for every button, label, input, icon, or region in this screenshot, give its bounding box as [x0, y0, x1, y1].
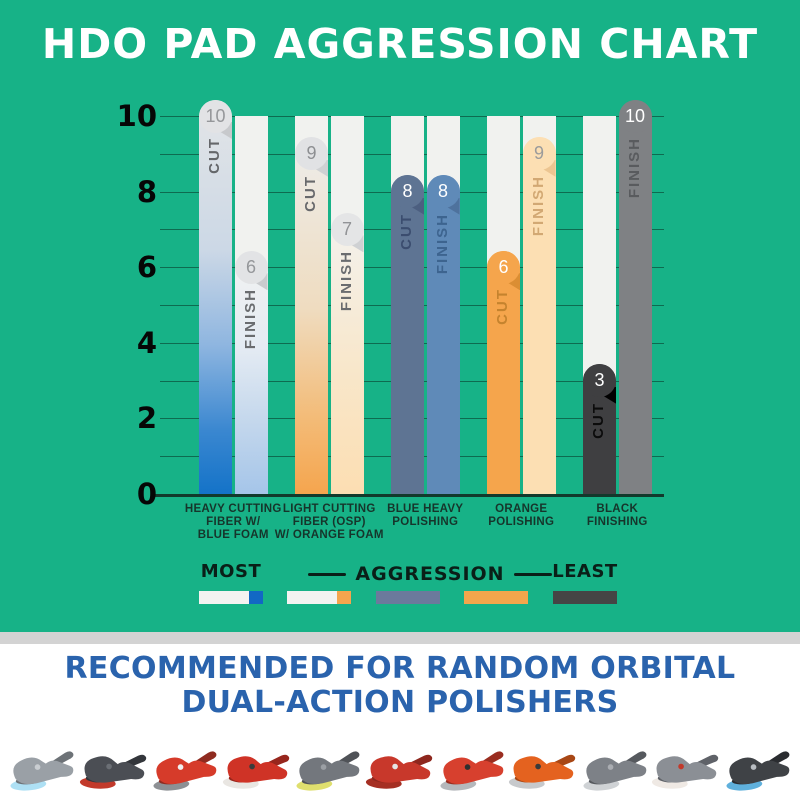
- legend-swatch-tip: [337, 591, 351, 604]
- y-axis-tick-label: 6: [136, 250, 157, 285]
- value-bubble-finish: 9: [522, 137, 556, 171]
- bar-fill-finish: [234, 250, 268, 494]
- y-axis-tick-label: 2: [136, 401, 157, 436]
- x-axis-category-label: BLACK FINISHING: [586, 503, 648, 528]
- x-axis-category-label: BLUE HEAVY POLISHING: [387, 503, 464, 528]
- bar-label-finish: FINISH: [241, 288, 259, 350]
- recommendation-section: RECOMMENDED FOR RANDOM ORBITAL DUAL-ACTI…: [0, 644, 800, 800]
- y-axis-tick-label: 8: [136, 174, 157, 209]
- legend-swatch: [376, 591, 440, 604]
- polisher-icon: [726, 751, 790, 791]
- recommendation-line-1: RECOMMENDED FOR RANDOM ORBITAL: [64, 651, 736, 686]
- polisher-image-row: [8, 726, 792, 792]
- value-bubble-cut: 3: [583, 364, 616, 398]
- section-divider: [0, 632, 800, 644]
- bar-fill-cut: [391, 175, 424, 494]
- legend-most-label: MOST: [200, 561, 262, 582]
- bar-fill-finish: [522, 137, 556, 494]
- legend-swatch: [287, 591, 351, 604]
- bar-label-cut: CUT: [302, 174, 319, 212]
- polisher-icon: [440, 751, 503, 791]
- legend-aggression-label: AGGRESSION: [300, 563, 560, 585]
- bar-fill-finish: [618, 99, 652, 494]
- aggression-dash-left: [308, 572, 347, 576]
- polisher-icon: [10, 751, 74, 791]
- recommendation-heading: RECOMMENDED FOR RANDOM ORBITAL DUAL-ACTI…: [0, 652, 800, 720]
- polisher-icon: [79, 754, 146, 789]
- legend-least-label: LEAST: [552, 561, 618, 582]
- polisher-icon: [222, 754, 289, 789]
- value-bubble-finish: 10: [618, 99, 652, 133]
- y-axis-tick-label: 4: [136, 325, 157, 360]
- legend-aggression-text: AGGRESSION: [355, 563, 505, 585]
- value-bubble-cut: 6: [487, 250, 520, 284]
- x-axis-category-label: ORANGE POLISHING: [488, 503, 555, 528]
- bar-label-cut: CUT: [494, 288, 511, 326]
- value-bubble-finish: 7: [330, 212, 364, 246]
- x-axis-category-label: HEAVY CUTTING FIBER W/ BLUE FOAM: [184, 503, 282, 541]
- bar-fill-finish: [426, 175, 460, 494]
- value-bubble-finish: 8: [426, 175, 460, 209]
- bar-label-cut: CUT: [590, 401, 607, 439]
- legend-swatch: [199, 591, 263, 604]
- bar-fill-finish: [330, 212, 364, 494]
- bar-fill-cut: [199, 99, 232, 494]
- bar-fill-cut: [487, 250, 520, 494]
- chart-section: HDO PAD AGGRESSION CHART 0 2 4 6 8 10 10 CUT 6 FI…: [0, 0, 800, 632]
- aggression-dash-right: [513, 572, 552, 576]
- bar-label-finish: FINISH: [337, 250, 355, 312]
- polisher-icon: [652, 754, 719, 789]
- x-axis-baseline: [152, 494, 664, 497]
- polisher-icon: [153, 751, 217, 791]
- page-title: HDO PAD AGGRESSION CHART: [41, 20, 759, 68]
- bar-label-cut: CUT: [206, 137, 223, 174]
- y-axis-tick-label: 0: [136, 477, 157, 511]
- y-axis-tick-label: 10: [116, 99, 157, 133]
- bar-label-finish: FINISH: [529, 174, 547, 236]
- bar-label-finish: FINISH: [433, 212, 451, 274]
- bar-label-cut: CUT: [398, 212, 415, 250]
- bar-fill-cut: [295, 137, 328, 494]
- legend-swatch-tip: [249, 591, 263, 604]
- x-axis-category-label: LIGHT CUTTING FIBER (OSP) W/ ORANGE FOAM: [274, 503, 384, 541]
- legend-swatch: [553, 591, 617, 604]
- bar-label-finish: FINISH: [625, 137, 643, 199]
- value-bubble-finish: 6: [234, 250, 268, 284]
- legend-swatch: [464, 591, 528, 604]
- value-bubble-cut: 8: [391, 175, 424, 209]
- polisher-icon: [365, 754, 433, 789]
- polisher-icon: [583, 751, 647, 791]
- value-bubble-cut: 9: [295, 137, 328, 171]
- polisher-icon: [509, 754, 576, 789]
- value-bubble-cut: 10: [199, 99, 232, 133]
- polisher-icon: [296, 751, 360, 791]
- recommendation-line-2: DUAL-ACTION POLISHERS: [181, 685, 619, 720]
